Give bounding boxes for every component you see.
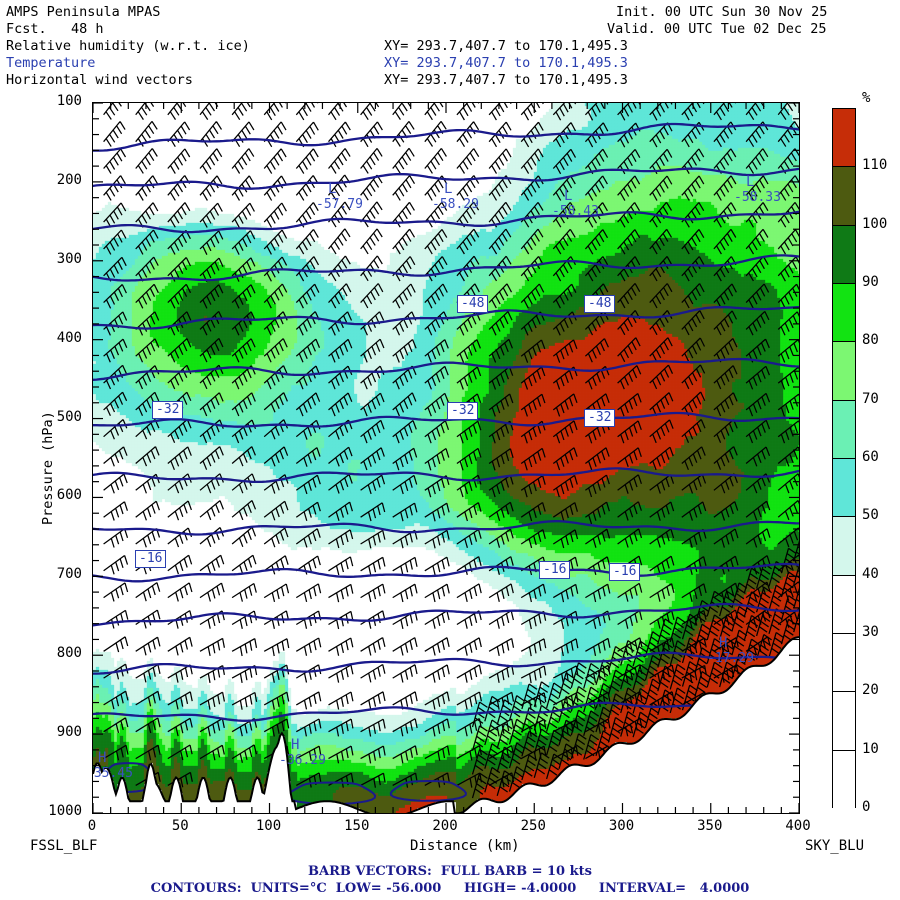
relative-humidity-fill-layer bbox=[93, 103, 799, 813]
y-tick-label: 300 bbox=[56, 250, 82, 267]
colorbar-tick-label: 100 bbox=[862, 215, 888, 232]
colorbar-band bbox=[833, 342, 855, 401]
y-tick-label: 500 bbox=[56, 408, 82, 425]
extremum-marker: L bbox=[444, 181, 453, 197]
colorbar-band bbox=[833, 633, 855, 693]
colorbar-band bbox=[833, 750, 855, 809]
terrain-layer bbox=[93, 636, 799, 813]
temperature-contour-label: -16 bbox=[539, 561, 571, 579]
header-xy-range-1: XY= 293.7,407.7 to 170.1,495.3 bbox=[384, 38, 628, 54]
header-xy-range-2: XY= 293.7,407.7 to 170.1,495.3 bbox=[384, 55, 628, 71]
left-endpoint-label: FSSL_BLF bbox=[30, 838, 98, 854]
extremum-marker: H bbox=[291, 737, 300, 753]
extremum-value-label: -35.45 bbox=[93, 766, 133, 781]
extremum-value-label: -58.33 bbox=[734, 190, 781, 205]
colorbar-tick-label: 80 bbox=[862, 332, 879, 349]
colorbar-tick-label: 40 bbox=[862, 565, 879, 582]
header-field-temperature: Temperature bbox=[6, 55, 96, 71]
x-tick-label: 100 bbox=[255, 818, 282, 834]
colorbar[interactable] bbox=[832, 108, 856, 809]
x-tick-label: 50 bbox=[171, 818, 189, 834]
y-tick-label: 200 bbox=[56, 171, 82, 188]
cross-section-plot[interactable]: -48 -48 -32 -32 -32 -16 -16 -16 L -57.79 L -58.29 L… bbox=[92, 102, 800, 814]
y-tick-label: 700 bbox=[56, 566, 82, 583]
y-tick-label: 600 bbox=[56, 487, 82, 504]
x-tick-label: 200 bbox=[432, 818, 458, 834]
x-tick-label: 0 bbox=[87, 818, 97, 834]
header-forecast: Fcst. 48 h bbox=[6, 21, 104, 37]
colorbar-tick-label: 10 bbox=[862, 740, 879, 757]
header-init-time: Init. 00 UTC Sun 30 Nov 25 bbox=[616, 4, 828, 20]
y-axis-title: Pressure (hPa) bbox=[40, 411, 56, 525]
colorbar-band bbox=[833, 225, 855, 284]
footer-contour-legend: CONTOURS: UNITS=°C LOW= -56.000 HIGH= -4… bbox=[150, 881, 750, 896]
temperature-contour-label: -32 bbox=[447, 402, 479, 420]
x-tick-label: 350 bbox=[697, 818, 723, 834]
extremum-marker: H bbox=[98, 750, 107, 766]
colorbar-tick-label: 30 bbox=[862, 624, 879, 640]
x-tick-label: 250 bbox=[520, 818, 546, 834]
colorbar-band bbox=[833, 458, 855, 518]
colorbar-tick-label: 90 bbox=[862, 274, 879, 290]
colorbar-unit-label: % bbox=[862, 90, 871, 106]
colorbar-band bbox=[833, 400, 855, 459]
temperature-contour-label: -48 bbox=[457, 295, 489, 313]
extremum-value-label: -58.29 bbox=[432, 197, 479, 212]
temperature-contour-label: -48 bbox=[584, 295, 616, 313]
extremum-value-label: -17.29 bbox=[707, 651, 754, 666]
y-tick-label: 100 bbox=[56, 93, 82, 109]
extremum-marker: L bbox=[564, 188, 573, 204]
y-tick-label: 900 bbox=[56, 724, 82, 741]
colorbar-tick-label: 0 bbox=[862, 799, 871, 815]
extremum-value-label: -58.43 bbox=[552, 204, 599, 219]
temperature-contour-label: -16 bbox=[609, 563, 641, 581]
temperature-contour-layer bbox=[93, 122, 799, 812]
colorbar-tick-label: 50 bbox=[862, 507, 879, 524]
colorbar-tick-label: 20 bbox=[862, 682, 879, 699]
y-tick-label: 400 bbox=[56, 329, 82, 346]
plot-canvas bbox=[93, 103, 799, 813]
colorbar-tick-label: 110 bbox=[862, 157, 888, 174]
x-tick-label: 150 bbox=[344, 818, 370, 834]
x-tick-label: 300 bbox=[608, 818, 635, 834]
right-endpoint-label: SKY_BLU bbox=[805, 838, 865, 854]
colorbar-band bbox=[833, 167, 855, 226]
colorbar-tick-label: 60 bbox=[862, 449, 879, 465]
temperature-contour-label: -16 bbox=[135, 550, 167, 568]
colorbar-band bbox=[833, 109, 855, 168]
footer-barb-legend: BARB VECTORS: FULL BARB = 10 kts bbox=[308, 864, 592, 879]
extremum-marker: L bbox=[746, 174, 755, 190]
header-xy-range-3: XY= 293.7,407.7 to 170.1,495.3 bbox=[384, 72, 628, 88]
extremum-value-label: -57.79 bbox=[316, 197, 363, 212]
header-valid-time: Valid. 00 UTC Tue 02 Dec 25 bbox=[607, 21, 827, 37]
colorbar-band bbox=[833, 692, 855, 751]
y-tick-label: 1000 bbox=[48, 803, 82, 819]
colorbar-band bbox=[833, 575, 855, 634]
temperature-contour-label: -32 bbox=[584, 409, 616, 427]
extremum-marker: L bbox=[328, 181, 337, 197]
header-field-wind-vectors: Horizontal wind vectors bbox=[6, 72, 193, 88]
plot-tick-layer bbox=[93, 103, 799, 813]
colorbar-tick-label: 70 bbox=[862, 390, 879, 407]
temperature-contour-label: -32 bbox=[152, 401, 184, 419]
y-tick-label: 800 bbox=[56, 645, 82, 662]
x-axis-title: Distance (km) bbox=[410, 838, 520, 854]
wind-barb-layer bbox=[103, 103, 799, 799]
colorbar-band bbox=[833, 283, 855, 343]
header-field-relative-humidity: Relative humidity (w.r.t. ice) bbox=[6, 38, 250, 54]
extremum-marker: H bbox=[719, 635, 728, 651]
colorbar-band bbox=[833, 517, 855, 576]
x-tick-label: 400 bbox=[785, 818, 811, 834]
extremum-value-label: -36.29 bbox=[279, 753, 326, 768]
header-title: AMPS Peninsula MPAS bbox=[6, 4, 161, 20]
